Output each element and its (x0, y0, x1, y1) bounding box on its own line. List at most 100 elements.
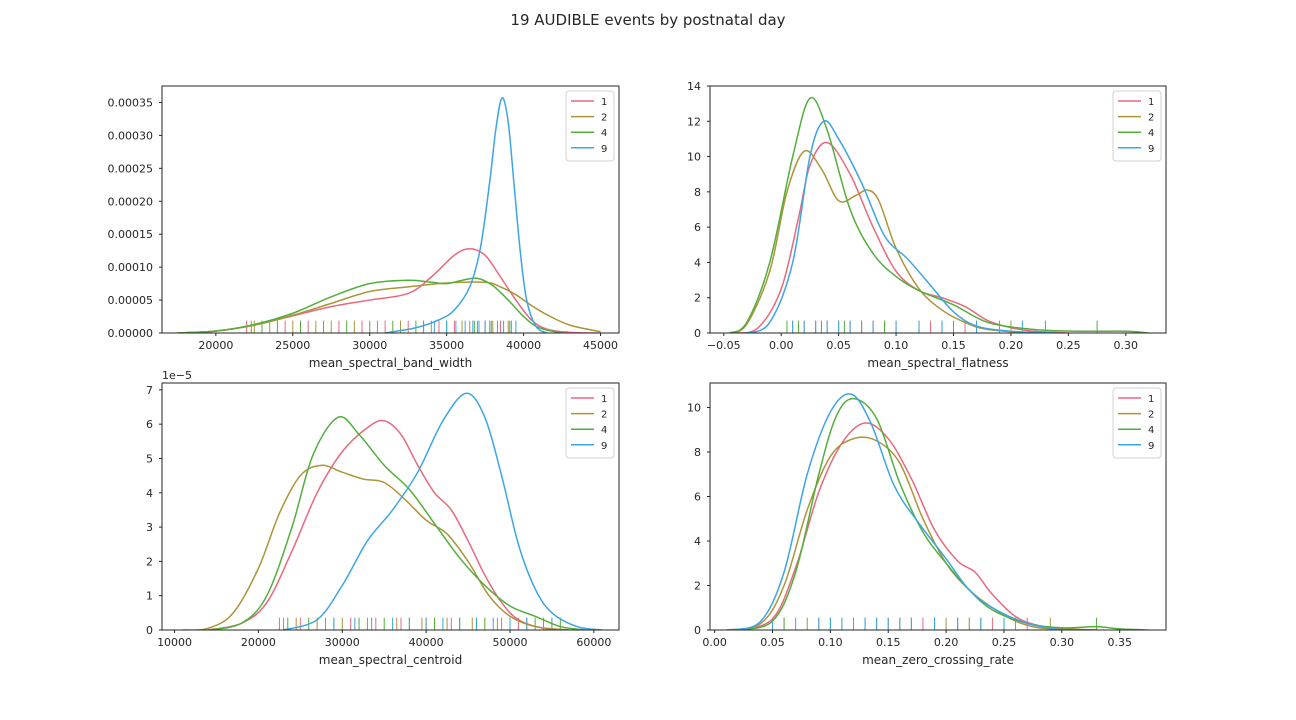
x-axis-title: mean_spectral_centroid (319, 653, 462, 667)
y-tick-label: 0.00035 (108, 96, 154, 109)
y-offset-label: 1e−5 (162, 369, 192, 382)
x-tick-label: 0.30 (1114, 339, 1139, 352)
y-tick-label: 6 (694, 490, 701, 503)
subplot-flatness: −0.05 0.00 0.05 0.10 0.15 0.20 0.25 0.30 0 2 4 6 8 10… (687, 80, 1167, 370)
y-tick-label: 2 (694, 292, 701, 305)
subplot-zcr: 0.00 0.05 0.10 0.15 0.20 0.25 0.30 0.35 0 2 4 6 8 10 m… (687, 382, 1167, 667)
plot-area (177, 97, 601, 333)
legend-label-1: 1 (601, 394, 607, 405)
legend: 1 2 4 9 (1112, 90, 1162, 162)
x-tick-label: 0.00 (769, 339, 794, 352)
plot-area (726, 393, 1149, 630)
x-tick-label: 0.25 (1056, 339, 1081, 352)
x-tick-label: 0.15 (941, 339, 966, 352)
plot-area (729, 96, 1149, 333)
density-line-9 (283, 392, 603, 630)
y-tick-label: 1 (146, 590, 153, 603)
x-tick-label: 30000 (352, 339, 387, 352)
y-tick-label: 2 (694, 579, 701, 592)
x-tick-label: 0.20 (999, 339, 1024, 352)
y-tick-label: 14 (687, 80, 701, 93)
axes-frame (709, 382, 1167, 631)
plot-area (182, 392, 603, 630)
x-tick-label: 0.05 (760, 636, 785, 649)
x-tick-label: 0.05 (826, 339, 851, 352)
legend-label-2: 2 (601, 113, 607, 124)
y-tick-label: 0.00000 (108, 327, 154, 340)
y-tick-label: 12 (687, 115, 701, 128)
x-tick-label: 30000 (325, 636, 360, 649)
density-line-4 (729, 96, 1149, 333)
x-tick-label: 20000 (198, 339, 233, 352)
density-line-2 (729, 149, 1034, 333)
y-tick-label: 0.00010 (108, 261, 154, 274)
x-axis-title: mean_zero_crossing_rate (862, 653, 1014, 667)
x-tick-label: 0.10 (818, 636, 843, 649)
subplot-centroid: 10000 20000 30000 40000 50000 60000 0 1 2 3 4 5 6 7 1e… (146, 369, 620, 667)
legend-label-4: 4 (601, 128, 607, 139)
y-tick-label: 8 (694, 186, 701, 199)
x-tick-label: 35000 (429, 339, 464, 352)
x-tick-label: 0.10 (884, 339, 909, 352)
x-tick-label: 40000 (409, 636, 444, 649)
y-tick-label: 10 (687, 151, 701, 164)
y-tick-label: 0.00025 (108, 162, 154, 175)
x-tick-label: 45000 (583, 339, 618, 352)
legend-label-1: 1 (1148, 97, 1154, 108)
legend: 1 2 4 9 (565, 90, 615, 162)
axes-frame (709, 85, 1167, 334)
legend-box (565, 387, 615, 459)
legend-label-9: 9 (601, 441, 607, 452)
y-tick-label: 6 (146, 418, 153, 431)
figure-title: 19 AUDIBLE events by postnatal day (510, 11, 785, 29)
x-tick-label: 0.00 (702, 636, 727, 649)
legend-label-2: 2 (601, 410, 607, 421)
subplot-band_width: 20000 25000 30000 35000 40000 45000 0.00000 0.0… (108, 85, 620, 370)
legend-label-4: 4 (601, 425, 607, 436)
legend-box (565, 90, 615, 162)
x-tick-label: 20000 (241, 636, 276, 649)
density-line-2 (726, 436, 1097, 630)
density-line-1 (207, 419, 569, 630)
y-tick-label: 4 (694, 256, 701, 269)
legend-label-2: 2 (1148, 410, 1154, 421)
y-tick-label: 2 (146, 555, 153, 568)
y-tick-label: 8 (694, 446, 701, 459)
legend-label-1: 1 (601, 97, 607, 108)
legend-box (1112, 387, 1162, 459)
legend-label-4: 4 (1148, 128, 1154, 139)
legend: 1 2 4 9 (565, 387, 615, 459)
legend-label-4: 4 (1148, 425, 1154, 436)
x-axis-title: mean_spectral_flatness (867, 356, 1008, 370)
y-tick-label: 0 (146, 624, 153, 637)
x-axis-title: mean_spectral_band_width (309, 356, 472, 370)
x-tick-label: 50000 (492, 636, 527, 649)
legend-label-2: 2 (1148, 113, 1154, 124)
legend-label-9: 9 (1148, 144, 1154, 155)
legend-label-9: 9 (1148, 441, 1154, 452)
legend-label-9: 9 (601, 144, 607, 155)
y-tick-label: 0.00015 (108, 228, 154, 241)
y-tick-label: 0 (694, 624, 701, 637)
y-tick-label: 7 (146, 384, 153, 397)
density-line-1 (737, 422, 1097, 630)
density-line-4 (207, 415, 586, 630)
density-line-4 (737, 397, 1149, 630)
y-tick-label: 0.00005 (108, 294, 154, 307)
y-tick-label: 6 (694, 221, 701, 234)
y-tick-label: 4 (694, 535, 701, 548)
x-tick-label: 60000 (576, 636, 611, 649)
density-line-9 (731, 393, 1062, 630)
legend-box (1112, 90, 1162, 162)
y-tick-label: 10 (687, 401, 701, 414)
x-tick-label: 0.30 (1050, 636, 1075, 649)
x-tick-label: 0.15 (876, 636, 901, 649)
density-line-4 (177, 277, 563, 333)
x-tick-label: 25000 (275, 339, 310, 352)
axes-frame (161, 85, 620, 334)
x-tick-label: 0.20 (934, 636, 959, 649)
x-tick-label: 10000 (157, 636, 192, 649)
